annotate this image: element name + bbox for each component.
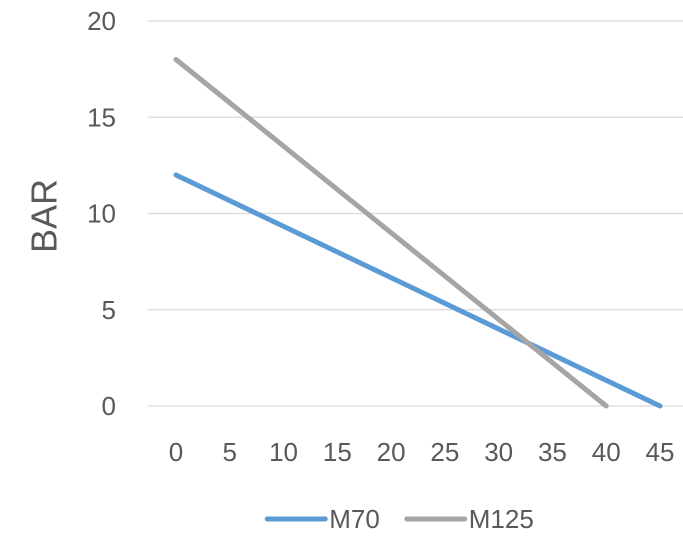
x-tick-label: 15	[323, 437, 352, 467]
x-axis-ticks: 0 5 10 15 20 25 30 35 40 45	[169, 437, 675, 467]
y-axis-ticks: 0 5 10 15 20	[87, 6, 116, 421]
y-tick-label: 10	[87, 199, 116, 229]
x-tick-label: 0	[169, 437, 183, 467]
x-tick-label: 30	[484, 437, 513, 467]
legend-item-m70: M70	[264, 504, 380, 534]
legend-label: M70	[329, 504, 380, 533]
legend: M70 M125	[264, 504, 534, 534]
legend-label: M125	[469, 504, 534, 533]
series-lines	[173, 57, 663, 409]
series-line-m70	[173, 172, 663, 409]
y-tick-label: 20	[87, 6, 116, 36]
y-tick-label: 5	[102, 295, 116, 325]
series-line-m125	[173, 57, 609, 409]
x-tick-label: 45	[646, 437, 675, 467]
x-tick-label: 40	[592, 437, 621, 467]
x-tick-label: 10	[269, 437, 298, 467]
x-tick-label: 35	[538, 437, 567, 467]
y-tick-label: 15	[87, 102, 116, 132]
x-tick-label: 5	[223, 437, 237, 467]
y-axis-title: BAR	[24, 179, 65, 253]
gridlines	[148, 20, 683, 407]
legend-item-m125: M125	[404, 504, 534, 534]
x-tick-label: 20	[377, 437, 406, 467]
x-tick-label: 25	[430, 437, 459, 467]
y-tick-label: 0	[102, 391, 116, 421]
